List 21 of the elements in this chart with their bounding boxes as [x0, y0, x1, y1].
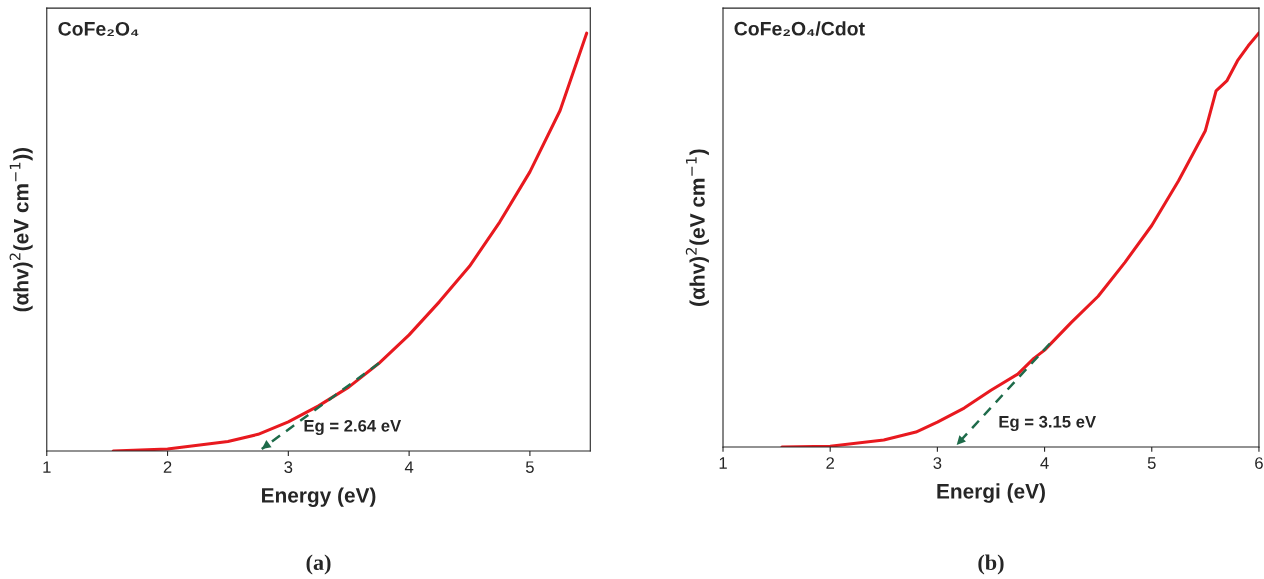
x-tick-label: 4	[404, 461, 414, 473]
y-axis-title: (αhv)$^{2}$(eV cm$^{−1}$)	[685, 149, 709, 306]
x-tick-label: 1	[43, 461, 51, 473]
x-tick-label: 5	[1147, 457, 1156, 469]
x-tick-label: 4	[1040, 457, 1049, 469]
x-axis-title: Energi (eV)	[937, 483, 1045, 503]
x-tick-label: 3	[933, 457, 942, 469]
x-tick-label: 2	[826, 457, 834, 469]
text: (a)	[306, 554, 331, 575]
x-tick-label: 1	[719, 457, 727, 469]
chart-title: CoFe₂O₄/Cdot	[734, 21, 865, 36]
y-axis-title: (αhv)$^{2}$(eV cm$^{−1}$))	[9, 147, 33, 312]
chart-title: CoFe₂O₄	[58, 21, 139, 37]
x-tick-label: 5	[525, 461, 534, 474]
annotation: Eg = 2.64 eV	[304, 419, 402, 436]
text: (b)	[978, 554, 1004, 575]
x-axis-title: Energy (eV)	[262, 487, 376, 507]
x-tick-label: 2	[163, 461, 172, 473]
x-tick-label: 3	[284, 461, 293, 474]
annotation: Eg = 3.15 eV	[999, 415, 1096, 432]
x-tick-label: 6	[1255, 457, 1263, 469]
